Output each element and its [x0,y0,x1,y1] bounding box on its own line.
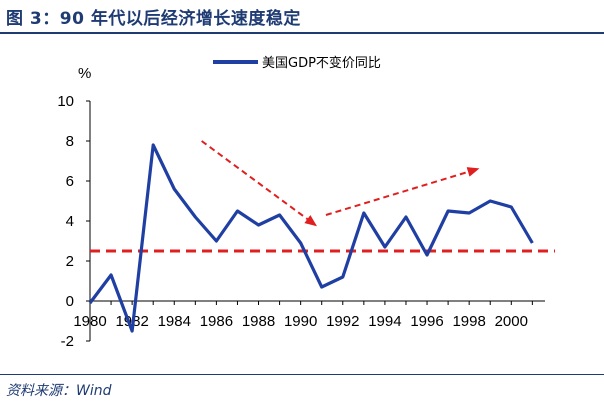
y-tick-label: 6 [66,173,74,190]
x-tick-label: 2000 [495,313,528,330]
y-tick-label: 8 [66,133,74,150]
y-tick-label: 4 [66,213,74,230]
footer-divider [0,374,604,375]
y-tick-label: 10 [57,93,74,110]
x-tick-label: 1988 [242,313,275,330]
x-tick-label: 1992 [326,313,359,330]
x-tick-label: 1996 [410,313,443,330]
chart-title: 图 3：90 年代以后经济增长速度稳定 [6,9,301,29]
x-tick-label: 1994 [368,313,401,330]
x-tick-label: 1980 [73,313,106,330]
x-tick-label: 1986 [200,313,233,330]
series-line [88,143,534,333]
y-tick-label: 2 [66,253,74,270]
y-tick-label: -2 [61,333,74,350]
y-unit-label: % [78,65,91,82]
source-note: 资料来源：Wind [6,383,112,399]
title-divider [0,32,604,34]
trend-arrow [325,167,480,216]
trend-arrow [201,140,318,227]
x-tick-label: 1998 [452,313,485,330]
legend-label: 美国GDP不变价同比 [262,55,381,71]
x-tick-label: 1990 [284,313,317,330]
y-tick-label: 0 [66,293,74,310]
x-tick-label: 1984 [158,313,191,330]
